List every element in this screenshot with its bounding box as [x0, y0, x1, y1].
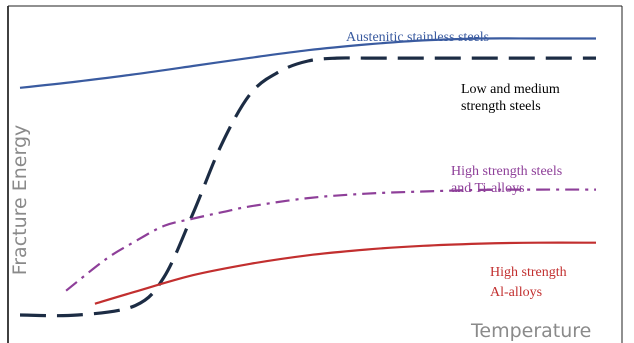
y-axis-label: Fracture Energy	[9, 125, 31, 276]
curve-label-high-strength-steels: High strength steels and Ti-alloys	[451, 164, 562, 196]
curve-label-al-alloys-line-1: High strength	[490, 265, 567, 280]
series-line-high-strength-steels-ti-alloys	[65, 188, 597, 292]
x-axis-label: Temperature	[470, 320, 591, 342]
series-line-low-medium-strength-steels	[19, 56, 596, 318]
curve-label-austenitic-line-1: Austenitic stainless steels	[346, 30, 489, 45]
series-layer	[19, 37, 597, 318]
curve-label-high-strength-steels-line-1: High strength steels	[451, 164, 562, 179]
curve-label-al-alloys-line-2: Al-alloys	[490, 285, 542, 300]
curve-label-austenitic: Austenitic stainless steels	[346, 30, 489, 45]
curve-label-high-strength-steels-line-2: and Ti-alloys	[451, 181, 525, 196]
curve-label-low-medium-line-2: strength steels	[461, 99, 541, 114]
curve-label-low-medium: Low and medium strength steels	[461, 82, 560, 114]
series-line-high-strength-al-alloys	[94, 241, 597, 305]
series-line-austenitic-stainless-steels	[19, 37, 596, 89]
curve-label-al-alloys: High strength Al-alloys	[490, 265, 567, 300]
curve-label-low-medium-line-1: Low and medium	[461, 82, 560, 97]
